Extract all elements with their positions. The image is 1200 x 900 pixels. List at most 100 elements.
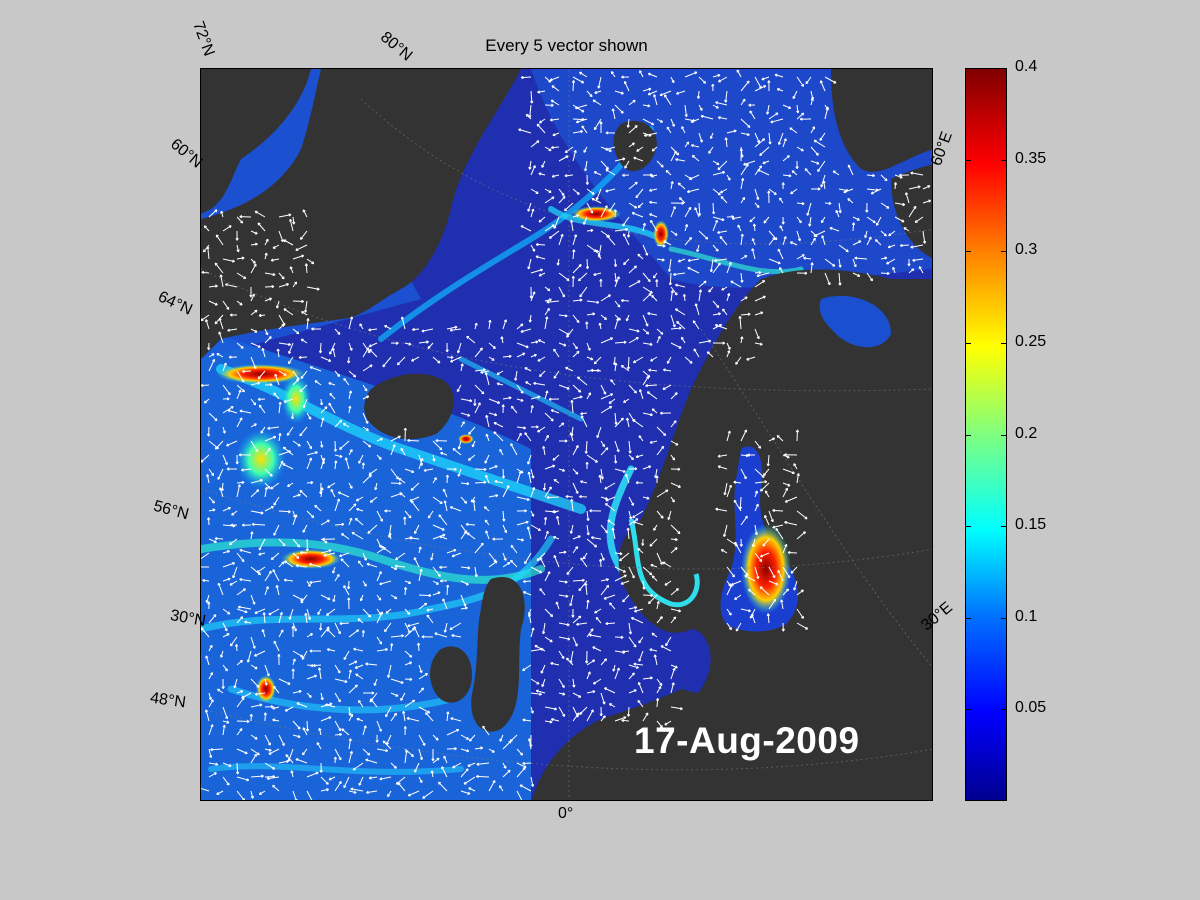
- velocity-vector: [688, 258, 700, 262]
- velocity-vector: [535, 255, 546, 260]
- graticule: [201, 69, 932, 800]
- velocity-vector-head: [532, 291, 535, 294]
- colorbar-tick-mark: [1001, 68, 1007, 69]
- velocity-vector-head: [477, 402, 481, 405]
- velocity-vector-head: [328, 382, 331, 386]
- velocity-vector-head: [317, 612, 321, 615]
- velocity-vector-head: [312, 261, 315, 264]
- velocity-vector-head: [721, 217, 725, 221]
- velocity-vector: [572, 636, 578, 647]
- velocity-vector-head: [243, 389, 245, 392]
- velocity-vector-head: [833, 263, 836, 267]
- velocity-vector-head: [690, 144, 694, 148]
- velocity-vector: [407, 439, 420, 442]
- velocity-vector-head: [288, 351, 292, 354]
- velocity-vector: [217, 468, 224, 480]
- velocity-vector-head: [548, 288, 551, 291]
- velocity-vector: [300, 338, 308, 344]
- velocity-vector-head: [540, 647, 544, 650]
- velocity-vector-head: [633, 663, 637, 666]
- velocity-vector: [206, 594, 210, 603]
- velocity-vector: [665, 170, 672, 176]
- velocity-vector-head: [594, 92, 598, 94]
- velocity-vector-head: [444, 630, 447, 633]
- velocity-vector-head: [581, 80, 585, 84]
- velocity-vector: [550, 99, 560, 106]
- velocity-vector-head: [619, 317, 621, 321]
- velocity-vector-head: [242, 559, 245, 562]
- velocity-vector: [634, 608, 644, 612]
- velocity-vector-head: [298, 357, 302, 360]
- velocity-vector-head: [740, 233, 743, 237]
- velocity-vector-head: [630, 516, 633, 520]
- velocity-vector: [327, 648, 336, 652]
- velocity-vector-head: [562, 468, 566, 472]
- velocity-vector-head: [286, 283, 289, 285]
- velocity-vector-head: [288, 450, 291, 452]
- velocity-vector: [753, 223, 756, 232]
- velocity-vector-head: [322, 697, 324, 701]
- velocity-vector: [306, 720, 309, 732]
- velocity-vector: [273, 685, 280, 694]
- velocity-vector-head: [366, 428, 369, 431]
- velocity-vector: [264, 506, 274, 512]
- velocity-vector-head: [653, 276, 656, 279]
- velocity-vector-head: [483, 480, 487, 483]
- velocity-vector: [631, 617, 644, 624]
- velocity-vector-head: [285, 754, 287, 758]
- velocity-vector-head: [576, 350, 580, 353]
- velocity-vector: [684, 118, 696, 122]
- velocity-vector: [824, 76, 837, 84]
- velocity-vector-head: [397, 782, 399, 786]
- velocity-vector: [309, 366, 322, 372]
- velocity-vector: [516, 496, 530, 501]
- velocity-vector: [759, 146, 770, 156]
- velocity-vector: [553, 348, 560, 358]
- velocity-vector-head: [593, 171, 597, 175]
- velocity-vector: [343, 378, 350, 386]
- velocity-vector: [635, 454, 644, 458]
- velocity-vector: [457, 342, 462, 354]
- velocity-vector: [622, 216, 630, 227]
- velocity-vector: [717, 454, 728, 457]
- velocity-vector-head: [579, 389, 582, 393]
- velocity-vector: [348, 684, 358, 694]
- velocity-vector-head: [708, 290, 712, 293]
- velocity-vector: [740, 178, 744, 190]
- velocity-vector-head: [613, 209, 616, 212]
- velocity-vector: [292, 734, 301, 738]
- velocity-vector: [564, 174, 574, 177]
- velocity-vector: [572, 80, 575, 92]
- velocity-vector: [754, 138, 765, 148]
- velocity-vector: [208, 614, 217, 624]
- velocity-vector-head: [554, 707, 558, 710]
- velocity-vector: [751, 248, 756, 260]
- velocity-vector: [908, 186, 921, 190]
- velocity-vector-head: [379, 583, 383, 586]
- velocity-vector: [218, 583, 224, 596]
- velocity-vector: [638, 435, 644, 442]
- velocity-vector: [569, 594, 574, 606]
- velocity-vector-head: [325, 540, 328, 543]
- velocity-vector-head: [538, 173, 542, 176]
- velocity-vector-head: [220, 210, 222, 214]
- velocity-vector: [460, 398, 472, 402]
- velocity-vector: [530, 165, 536, 176]
- velocity-vector-head: [667, 361, 670, 364]
- velocity-vector-head: [655, 475, 658, 479]
- velocity-vector-head: [735, 362, 739, 365]
- velocity-vector-head: [322, 457, 325, 461]
- velocity-vector: [708, 146, 714, 154]
- velocity-vector: [465, 523, 476, 526]
- velocity-vector: [262, 629, 266, 638]
- velocity-vector: [362, 347, 369, 358]
- velocity-vector: [578, 272, 588, 282]
- velocity-vector: [600, 294, 611, 302]
- velocity-vector-head: [590, 228, 594, 231]
- velocity-vector-head: [476, 763, 480, 766]
- velocity-vector-head: [525, 114, 528, 117]
- velocity-vector-head: [565, 580, 568, 583]
- velocity-vector-head: [310, 481, 314, 483]
- velocity-vector-head: [611, 108, 614, 112]
- land-ireland: [429, 646, 472, 703]
